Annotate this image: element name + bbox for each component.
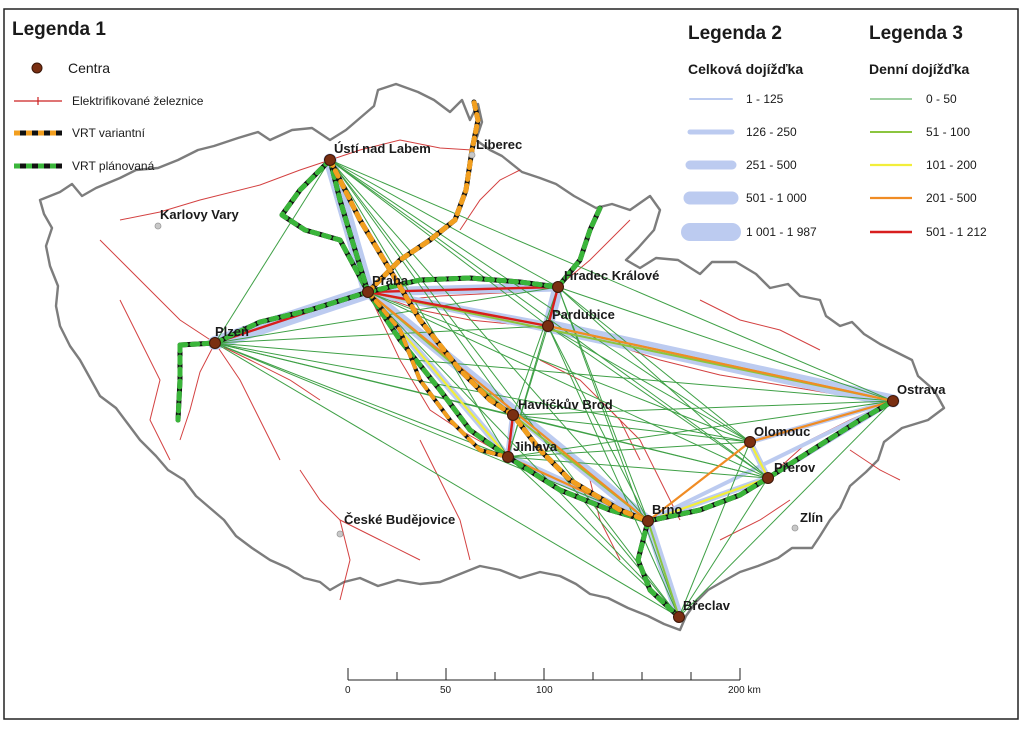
legend-1-item-planned: VRT plánovaná [72, 159, 155, 173]
city-point-hradec[interactable] [552, 281, 564, 293]
legend-3-class-3: 101 - 200 [926, 158, 977, 172]
scale-tick-100: 100 [536, 685, 553, 696]
label-jihlava: Jihlava [513, 439, 558, 454]
label-ostrava: Ostrava [897, 382, 946, 397]
scale-tick-50: 50 [440, 685, 452, 696]
city-point-zlin[interactable] [791, 524, 799, 532]
label-liberec: Liberec [476, 137, 522, 152]
legend-2-class-1: 1 - 125 [746, 92, 784, 106]
legend-3-subtitle: Denní dojížďka [869, 61, 970, 77]
label-prerov: Přerov [774, 460, 816, 475]
legend-3-title: Legenda 3 [869, 23, 963, 44]
railway-line-icon [14, 97, 62, 105]
label-usti: Ústí nad Labem [334, 141, 431, 156]
city-point-breclav[interactable] [673, 611, 685, 623]
legend-2-subtitle: Celková dojížďka [688, 61, 803, 77]
city-labels: Ústí nad Labem Praha Hradec Králové Pard… [160, 137, 946, 613]
city-point-prerov[interactable] [762, 472, 774, 484]
city-point-pardubice[interactable] [542, 320, 554, 332]
city-point-ceske-budejovice[interactable] [336, 530, 344, 538]
legend-2-class-4: 501 - 1 000 [746, 191, 807, 205]
legend-2: Legenda 2 Celková dojížďka 1 - 125 126 -… [681, 23, 817, 241]
label-pardubice: Pardubice [552, 307, 615, 322]
city-point-karlovy-vary[interactable] [154, 222, 162, 230]
legend-2-class-5: 1 001 - 1 987 [746, 225, 817, 239]
legend-2-title: Legenda 2 [688, 23, 782, 44]
legend-1-item-centra: Centra [68, 60, 110, 76]
city-point-havlickuv-brod[interactable] [507, 409, 519, 421]
country-border [38, 82, 946, 632]
legend-3-class-2: 51 - 100 [926, 125, 970, 139]
legend-1: Legenda 1 Centra Elektrifikované železni… [12, 19, 204, 173]
label-brno: Brno [652, 502, 682, 517]
city-point-praha[interactable] [362, 286, 374, 298]
hsr-variant-lines [327, 99, 651, 524]
label-havlickuv-brod: Havlíčkův Brod [518, 397, 613, 412]
city-point-ostrava[interactable] [887, 395, 899, 407]
legend-1-item-rail: Elektrifikované železnice [72, 94, 204, 108]
label-olomouc: Olomouc [754, 424, 810, 439]
legend-3-class-5: 501 - 1 212 [926, 225, 987, 239]
legend-3-class-1: 0 - 50 [926, 92, 957, 106]
daily-commute-very-high [367, 291, 894, 523]
label-plzen: Plzeň [215, 324, 249, 339]
label-breclav: Břeclav [683, 598, 731, 613]
city-point-jihlava[interactable] [502, 451, 514, 463]
label-karlovy-vary: Karlovy Vary [160, 207, 240, 222]
label-ceske-budejovice: České Budějovice [344, 512, 455, 527]
label-zlin: Zlín [800, 510, 823, 525]
city-point-olomouc[interactable] [744, 436, 756, 448]
map-border-frame [3, 8, 1019, 720]
legend-1-title: Legenda 1 [12, 19, 106, 40]
scale-tick-0: 0 [345, 685, 351, 696]
legend-2-class-3: 251 - 500 [746, 158, 797, 172]
city-centres [209, 154, 899, 623]
legend-2-class-2: 126 - 250 [746, 125, 797, 139]
label-praha: Praha [372, 273, 409, 288]
city-point-plzen[interactable] [209, 337, 221, 349]
city-point-icon [31, 62, 43, 74]
scale-bar [347, 668, 741, 681]
city-point-brno[interactable] [642, 515, 654, 527]
legend-3-class-4: 201 - 500 [926, 191, 977, 205]
legend-1-item-variant: VRT variantní [72, 126, 146, 140]
scale-tick-200: 200 km [728, 685, 761, 696]
legend-3: Legenda 3 Denní dojížďka 0 - 50 51 - 100… [869, 23, 987, 239]
label-hradec: Hradec Králové [564, 268, 659, 283]
other-cities [154, 151, 799, 538]
city-point-liberec[interactable] [468, 151, 476, 159]
city-point-usti[interactable] [324, 154, 336, 166]
